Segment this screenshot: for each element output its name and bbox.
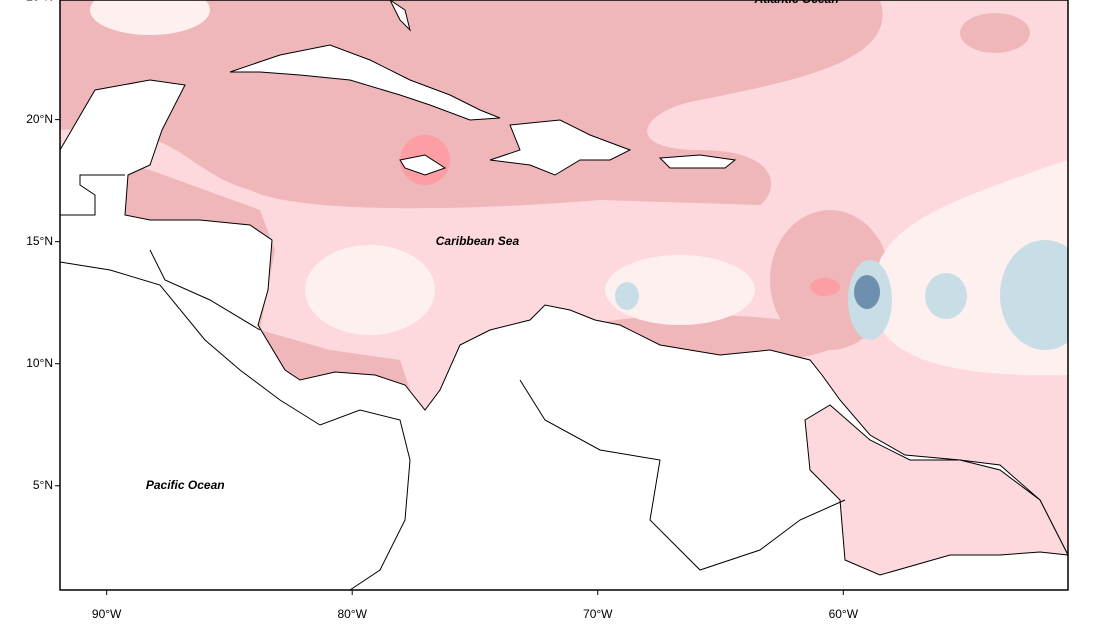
guianas [804, 404, 1069, 576]
y-tick-label: 25°N [26, 0, 53, 4]
y-tick-label: 20°N [26, 112, 53, 126]
x-tick-label: 90°W [92, 607, 122, 621]
x-tick-label: 70°W [583, 607, 613, 621]
cuba [229, 44, 501, 121]
ocean-label: Atlantic Ocean [754, 0, 839, 6]
y-tick-label: 5°N [33, 478, 53, 492]
y-tick-label: 10°N [26, 356, 53, 370]
map-frame [59, 0, 1069, 591]
y-tick-label: 15°N [26, 234, 53, 248]
jamaica [399, 154, 447, 176]
bahamas [389, 0, 411, 32]
ocean-label: Pacific Ocean [146, 478, 225, 492]
hispaniola [489, 119, 632, 176]
pacific-coast [59, 261, 411, 591]
x-tick-label: 80°W [337, 607, 367, 621]
x-tick-label: 60°W [829, 607, 859, 621]
puerto-rico [658, 154, 737, 169]
coastline [59, 79, 1069, 556]
ocean-label: Caribbean Sea [436, 234, 520, 248]
borders [60, 174, 846, 571]
